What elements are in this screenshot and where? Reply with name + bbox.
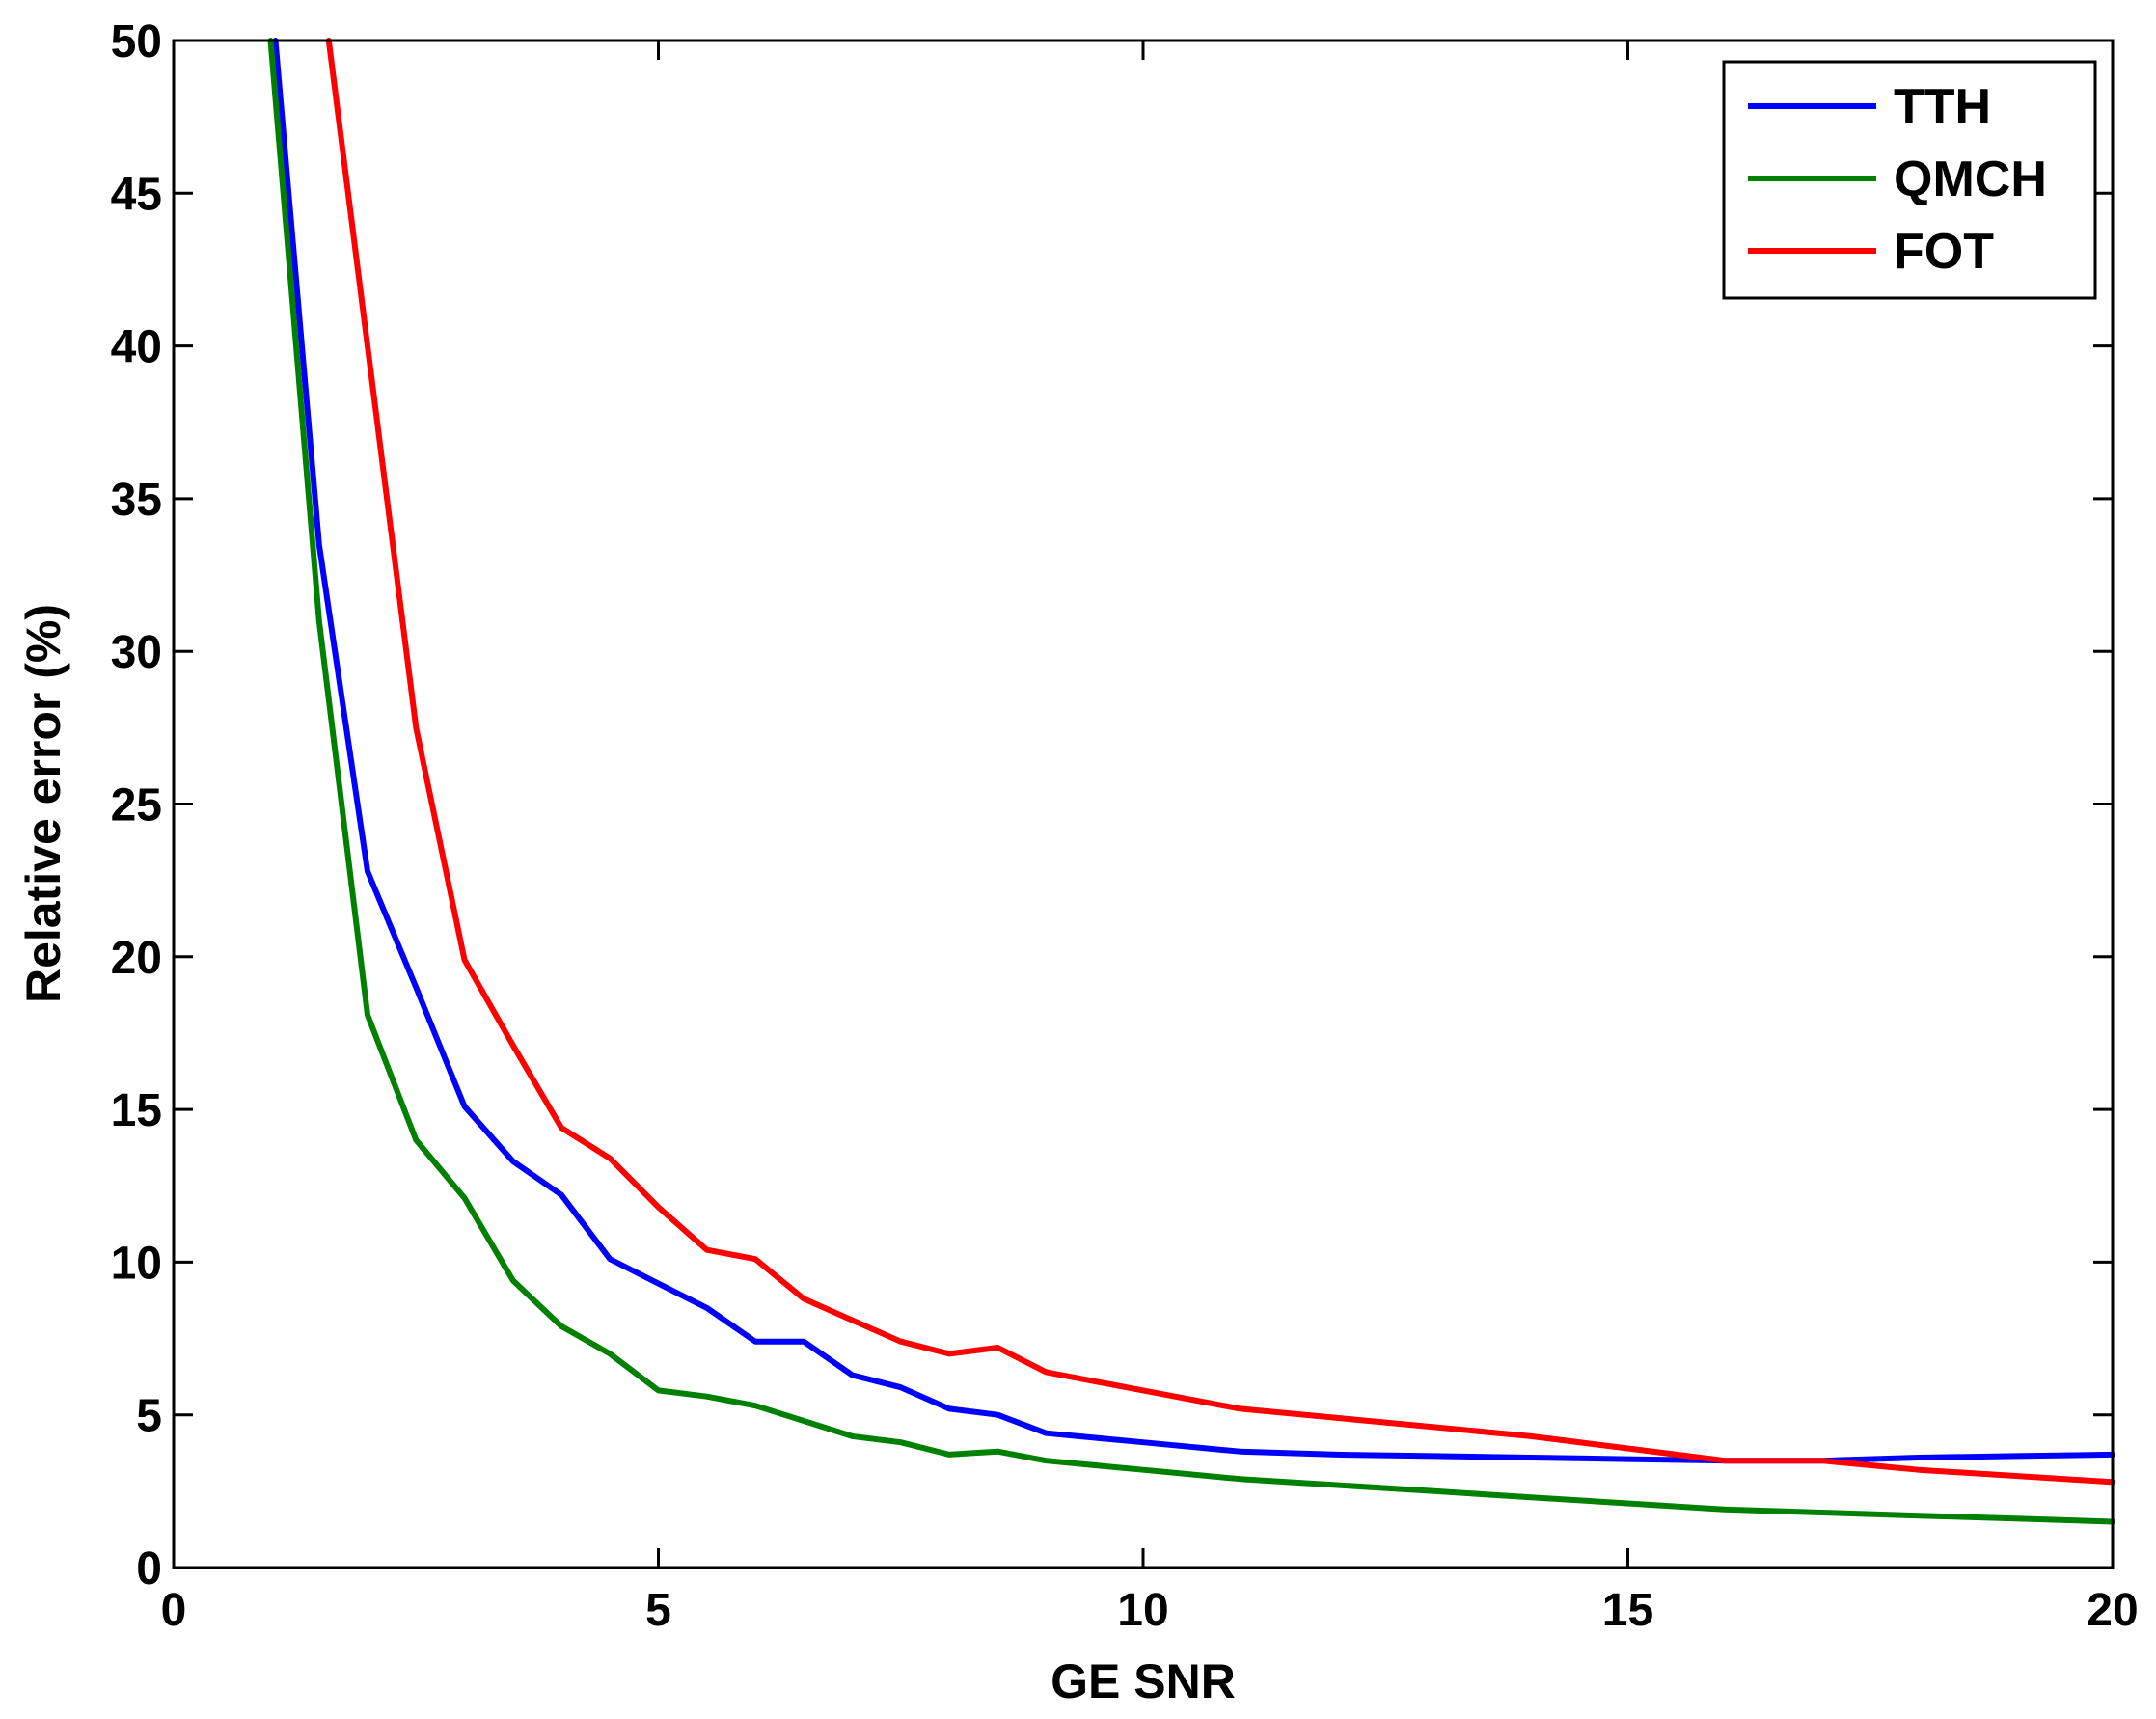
y-tick-label: 50 [111,16,162,68]
y-tick-label: 40 [111,322,162,373]
x-tick-label: 20 [2087,1585,2138,1636]
x-tick-label: 0 [161,1585,187,1636]
series-layer [267,38,2115,1525]
y-axis-ticks: 0 5 10 15 20 25 30 35 40 45 50 [111,16,2113,1595]
y-tick-label: 30 [111,627,162,678]
x-axis-ticks: 0 5 10 15 20 [161,41,2139,1636]
series-line-qmch [267,38,2115,1525]
plot-frame [172,39,2115,1569]
x-tick-label: 15 [1602,1585,1653,1636]
legend-label-fot: FOT [1894,224,1994,280]
y-tick-label: 35 [111,475,162,526]
series-line-tth [272,38,2115,1464]
legend-label-qmch: QMCH [1894,151,2047,207]
y-tick-label: 20 [111,933,162,984]
x-axis-label: GE SNR [1051,1654,1236,1708]
y-tick-label: 0 [136,1543,162,1595]
legend: TTH QMCH FOT [1722,60,2097,300]
legend-label-tth: TTH [1894,79,1991,135]
y-tick-label: 25 [111,780,162,832]
y-tick-label: 15 [111,1085,162,1136]
x-tick-label: 10 [1117,1585,1168,1636]
y-tick-label: 10 [111,1238,162,1289]
y-tick-label: 5 [136,1391,162,1442]
series-line-fot [325,38,2115,1486]
x-tick-label: 5 [645,1585,671,1636]
y-tick-label: 45 [111,169,162,220]
y-axis-label: Relative error (%) [16,604,70,1003]
